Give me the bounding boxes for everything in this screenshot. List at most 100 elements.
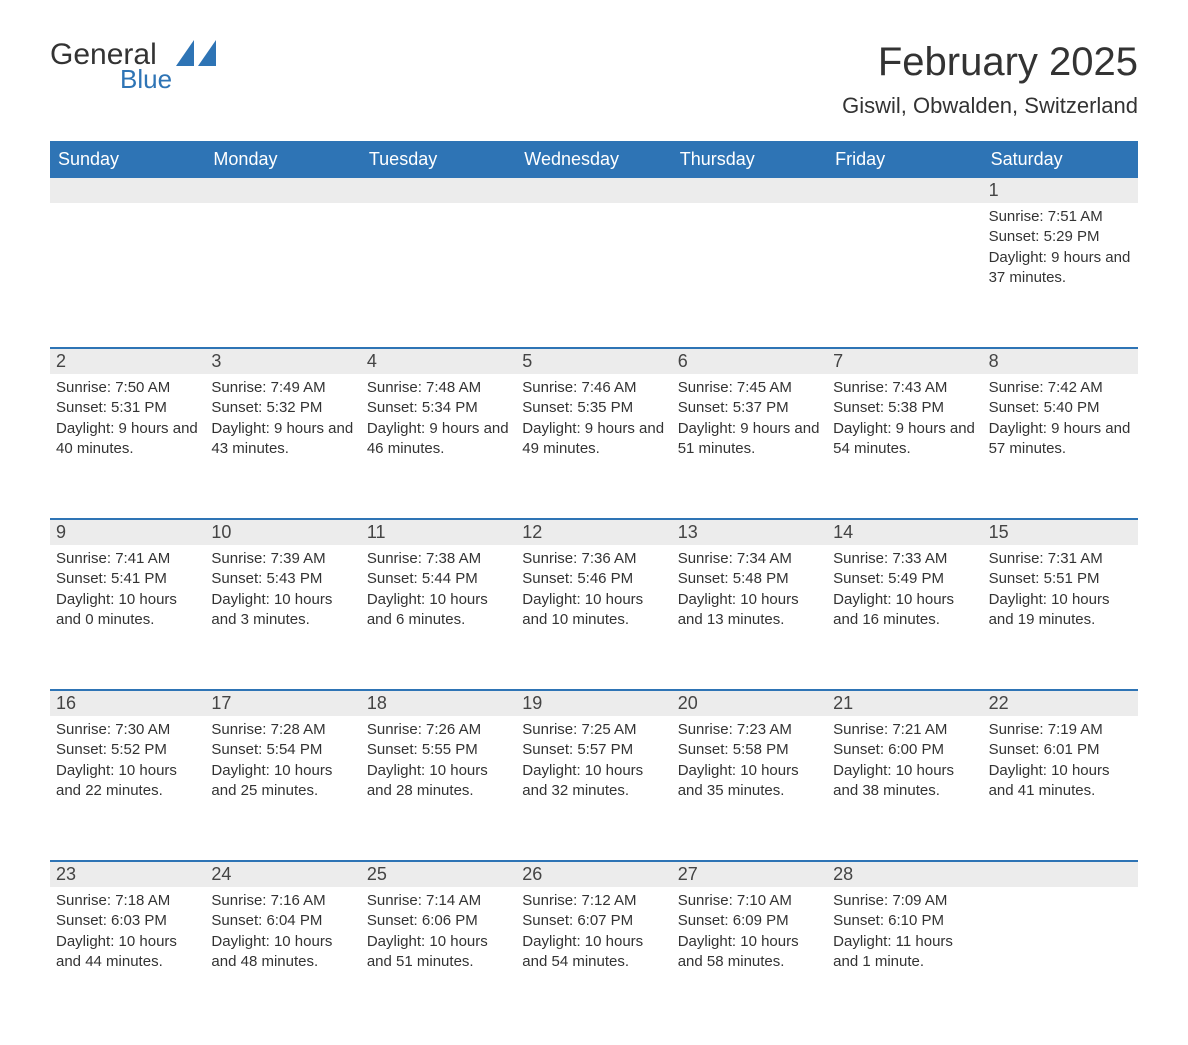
sunrise-text: Sunrise: 7:43 AM <box>833 378 976 398</box>
sunset-text: Sunset: 5:34 PM <box>367 398 510 418</box>
daylight-text: Daylight: 9 hours and 57 minutes. <box>989 419 1132 460</box>
sunset-text: Sunset: 5:43 PM <box>211 569 354 589</box>
daynum-stripe: 1 <box>50 178 1138 203</box>
calendar-cell: Sunrise: 7:49 AMSunset: 5:32 PMDaylight:… <box>205 374 360 492</box>
calendar-cell: Sunrise: 7:33 AMSunset: 5:49 PMDaylight:… <box>827 545 982 663</box>
sunrise-text: Sunrise: 7:19 AM <box>989 720 1132 740</box>
calendar: Sunday Monday Tuesday Wednesday Thursday… <box>50 141 1138 1005</box>
day-details: Sunrise: 7:48 AMSunset: 5:34 PMDaylight:… <box>367 374 510 459</box>
daylight-text: Daylight: 9 hours and 51 minutes. <box>678 419 821 460</box>
calendar-cell-empty <box>361 203 516 321</box>
day-number <box>672 178 827 203</box>
sunset-text: Sunset: 5:58 PM <box>678 740 821 760</box>
day-details: Sunrise: 7:39 AMSunset: 5:43 PMDaylight:… <box>211 545 354 630</box>
weekday-thursday: Thursday <box>672 141 827 178</box>
day-details: Sunrise: 7:36 AMSunset: 5:46 PMDaylight:… <box>522 545 665 630</box>
header: General Blue February 2025 Giswil, Obwal… <box>50 40 1138 133</box>
day-number: 6 <box>672 349 827 374</box>
weekday-header: Sunday Monday Tuesday Wednesday Thursday… <box>50 141 1138 178</box>
weekday-sunday: Sunday <box>50 141 205 178</box>
day-number <box>827 178 982 203</box>
day-details: Sunrise: 7:51 AMSunset: 5:29 PMDaylight:… <box>989 203 1132 288</box>
logo-word-blue: Blue <box>120 66 172 92</box>
day-number: 25 <box>361 862 516 887</box>
sunrise-text: Sunrise: 7:10 AM <box>678 891 821 911</box>
day-details: Sunrise: 7:16 AMSunset: 6:04 PMDaylight:… <box>211 887 354 972</box>
daylight-text: Daylight: 10 hours and 51 minutes. <box>367 932 510 973</box>
day-details: Sunrise: 7:46 AMSunset: 5:35 PMDaylight:… <box>522 374 665 459</box>
calendar-cell: Sunrise: 7:28 AMSunset: 5:54 PMDaylight:… <box>205 716 360 834</box>
daynum-stripe: 2345678 <box>50 349 1138 374</box>
sunset-text: Sunset: 6:03 PM <box>56 911 199 931</box>
calendar-cell-empty <box>205 203 360 321</box>
sunset-text: Sunset: 5:35 PM <box>522 398 665 418</box>
daylight-text: Daylight: 10 hours and 25 minutes. <box>211 761 354 802</box>
sunrise-text: Sunrise: 7:34 AM <box>678 549 821 569</box>
daylight-text: Daylight: 10 hours and 6 minutes. <box>367 590 510 631</box>
calendar-cell: Sunrise: 7:46 AMSunset: 5:35 PMDaylight:… <box>516 374 671 492</box>
daylight-text: Daylight: 9 hours and 37 minutes. <box>989 248 1132 289</box>
sunrise-text: Sunrise: 7:25 AM <box>522 720 665 740</box>
daylight-text: Daylight: 10 hours and 38 minutes. <box>833 761 976 802</box>
calendar-cell: Sunrise: 7:43 AMSunset: 5:38 PMDaylight:… <box>827 374 982 492</box>
calendar-cell: Sunrise: 7:14 AMSunset: 6:06 PMDaylight:… <box>361 887 516 1005</box>
sail-icon <box>176 40 216 71</box>
daylight-text: Daylight: 10 hours and 13 minutes. <box>678 590 821 631</box>
day-details: Sunrise: 7:10 AMSunset: 6:09 PMDaylight:… <box>678 887 821 972</box>
sunset-text: Sunset: 5:38 PM <box>833 398 976 418</box>
day-number: 3 <box>205 349 360 374</box>
calendar-cell: Sunrise: 7:25 AMSunset: 5:57 PMDaylight:… <box>516 716 671 834</box>
sunset-text: Sunset: 5:40 PM <box>989 398 1132 418</box>
sunrise-text: Sunrise: 7:30 AM <box>56 720 199 740</box>
day-number: 10 <box>205 520 360 545</box>
daynum-stripe: 232425262728 <box>50 862 1138 887</box>
day-number: 17 <box>205 691 360 716</box>
weekday-saturday: Saturday <box>983 141 1138 178</box>
day-number: 8 <box>983 349 1138 374</box>
daylight-text: Daylight: 10 hours and 16 minutes. <box>833 590 976 631</box>
sunset-text: Sunset: 5:32 PM <box>211 398 354 418</box>
calendar-cell: Sunrise: 7:41 AMSunset: 5:41 PMDaylight:… <box>50 545 205 663</box>
calendar-cell: Sunrise: 7:38 AMSunset: 5:44 PMDaylight:… <box>361 545 516 663</box>
sunrise-text: Sunrise: 7:45 AM <box>678 378 821 398</box>
sunset-text: Sunset: 5:41 PM <box>56 569 199 589</box>
sunset-text: Sunset: 6:07 PM <box>522 911 665 931</box>
sunrise-text: Sunrise: 7:41 AM <box>56 549 199 569</box>
sunrise-text: Sunrise: 7:42 AM <box>989 378 1132 398</box>
day-number: 22 <box>983 691 1138 716</box>
day-number: 15 <box>983 520 1138 545</box>
day-number: 11 <box>361 520 516 545</box>
sunrise-text: Sunrise: 7:09 AM <box>833 891 976 911</box>
sunset-text: Sunset: 6:09 PM <box>678 911 821 931</box>
sunrise-text: Sunrise: 7:38 AM <box>367 549 510 569</box>
day-details: Sunrise: 7:38 AMSunset: 5:44 PMDaylight:… <box>367 545 510 630</box>
daylight-text: Daylight: 9 hours and 43 minutes. <box>211 419 354 460</box>
day-details: Sunrise: 7:18 AMSunset: 6:03 PMDaylight:… <box>56 887 199 972</box>
day-details: Sunrise: 7:43 AMSunset: 5:38 PMDaylight:… <box>833 374 976 459</box>
daylight-text: Daylight: 10 hours and 32 minutes. <box>522 761 665 802</box>
calendar-cell: Sunrise: 7:36 AMSunset: 5:46 PMDaylight:… <box>516 545 671 663</box>
day-number <box>983 862 1138 887</box>
calendar-week: 16171819202122Sunrise: 7:30 AMSunset: 5:… <box>50 689 1138 834</box>
day-details: Sunrise: 7:23 AMSunset: 5:58 PMDaylight:… <box>678 716 821 801</box>
day-number <box>205 178 360 203</box>
calendar-cell: Sunrise: 7:50 AMSunset: 5:31 PMDaylight:… <box>50 374 205 492</box>
day-details: Sunrise: 7:31 AMSunset: 5:51 PMDaylight:… <box>989 545 1132 630</box>
sunset-text: Sunset: 5:49 PM <box>833 569 976 589</box>
sunset-text: Sunset: 5:37 PM <box>678 398 821 418</box>
sunset-text: Sunset: 5:52 PM <box>56 740 199 760</box>
daylight-text: Daylight: 10 hours and 22 minutes. <box>56 761 199 802</box>
sunrise-text: Sunrise: 7:51 AM <box>989 207 1132 227</box>
day-details: Sunrise: 7:12 AMSunset: 6:07 PMDaylight:… <box>522 887 665 972</box>
calendar-cell-empty <box>516 203 671 321</box>
weekday-friday: Friday <box>827 141 982 178</box>
weekday-monday: Monday <box>205 141 360 178</box>
sunrise-text: Sunrise: 7:23 AM <box>678 720 821 740</box>
sunset-text: Sunset: 5:48 PM <box>678 569 821 589</box>
calendar-cell: Sunrise: 7:34 AMSunset: 5:48 PMDaylight:… <box>672 545 827 663</box>
sunrise-text: Sunrise: 7:12 AM <box>522 891 665 911</box>
day-number <box>516 178 671 203</box>
location-subtitle: Giswil, Obwalden, Switzerland <box>842 93 1138 119</box>
day-number: 4 <box>361 349 516 374</box>
logo: General Blue <box>50 40 216 92</box>
